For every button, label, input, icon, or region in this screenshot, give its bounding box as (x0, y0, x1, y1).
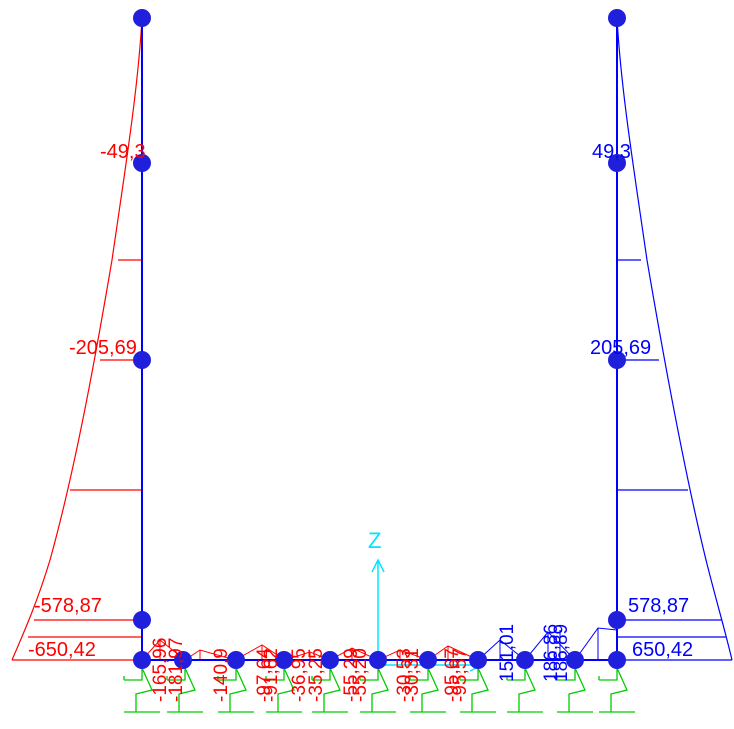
node-12 (227, 651, 245, 669)
node-7 (608, 154, 626, 172)
node-5 (133, 651, 151, 669)
node-4 (133, 611, 151, 629)
left-column-moment-diagram (11, 17, 143, 661)
beam-label-8: -55,29 (341, 648, 362, 702)
spring-10 (556, 667, 593, 713)
node-14 (321, 651, 339, 669)
beam-label-14: 151,01 (497, 624, 518, 682)
spring-2 (166, 667, 203, 713)
right-moment-curve (616, 17, 733, 661)
spring-7 (409, 667, 446, 713)
beam-label-6: -36,95 (289, 648, 310, 702)
beam-label-12: -95,67 (442, 648, 463, 702)
beam-label-16: 186,89 (551, 624, 572, 682)
beam-label-10: -30,53 (394, 648, 415, 702)
left-label-1: -49,3 (100, 141, 146, 163)
left-moment-curve (11, 17, 143, 661)
left-label-3: -578,87 (34, 595, 102, 617)
right-label-1: 49,3 (592, 141, 631, 163)
z-axis-label: Z (368, 528, 381, 553)
beam-label-9: -55,20 (350, 648, 371, 702)
node-9 (608, 611, 626, 629)
spring-supports (123, 667, 635, 713)
left-label-2: -205,69 (69, 337, 137, 359)
z-axis-arrowhead (371, 558, 385, 573)
beam-label-13: -95,57 (450, 648, 471, 702)
spring-1 (123, 667, 160, 713)
beam-label-1: -165,96 (150, 638, 171, 702)
node-16 (419, 651, 437, 669)
node-6 (608, 9, 626, 27)
beam-labels-red: -165,96 -181,97 -140,9 -97,64 -91,62 -36… (150, 638, 471, 702)
node-8 (608, 351, 626, 369)
right-label-2: 205,69 (590, 337, 651, 359)
node-15 (369, 651, 387, 669)
node-10 (608, 651, 626, 669)
beam-label-7: -35,25 (306, 648, 327, 702)
beam-label-5: -91,62 (261, 648, 282, 702)
beam-labels-blue: 151,01 186,86 186,89 (497, 624, 572, 682)
spring-3 (217, 667, 254, 713)
beam-label-2: -181,97 (166, 638, 187, 702)
beam-label-15: 186,86 (541, 624, 562, 682)
nodes (133, 9, 626, 669)
node-18 (516, 651, 534, 669)
beam-label-3: -140,9 (211, 648, 232, 702)
node-19 (566, 651, 584, 669)
left-column-labels: -49,3 -205,69 -578,87 -650,42 (28, 141, 146, 661)
spring-4 (265, 667, 302, 713)
spring-6 (359, 667, 396, 713)
node-13 (275, 651, 293, 669)
right-column-labels: 49,3 205,69 578,87 650,42 (590, 141, 693, 661)
spring-5 (311, 667, 348, 713)
beam-label-11: -30,31 (402, 648, 423, 702)
right-label-4: 650,42 (632, 639, 693, 661)
left-label-4: -650,42 (28, 639, 96, 661)
spring-8 (459, 667, 496, 713)
spring-9 (506, 667, 543, 713)
node-3 (133, 351, 151, 369)
node-17 (469, 651, 487, 669)
node-2 (133, 154, 151, 172)
node-11 (174, 651, 192, 669)
node-1 (133, 9, 151, 27)
right-label-3: 578,87 (628, 595, 689, 617)
spring-11 (598, 667, 635, 713)
beam-label-4: -97,64 (254, 648, 275, 702)
